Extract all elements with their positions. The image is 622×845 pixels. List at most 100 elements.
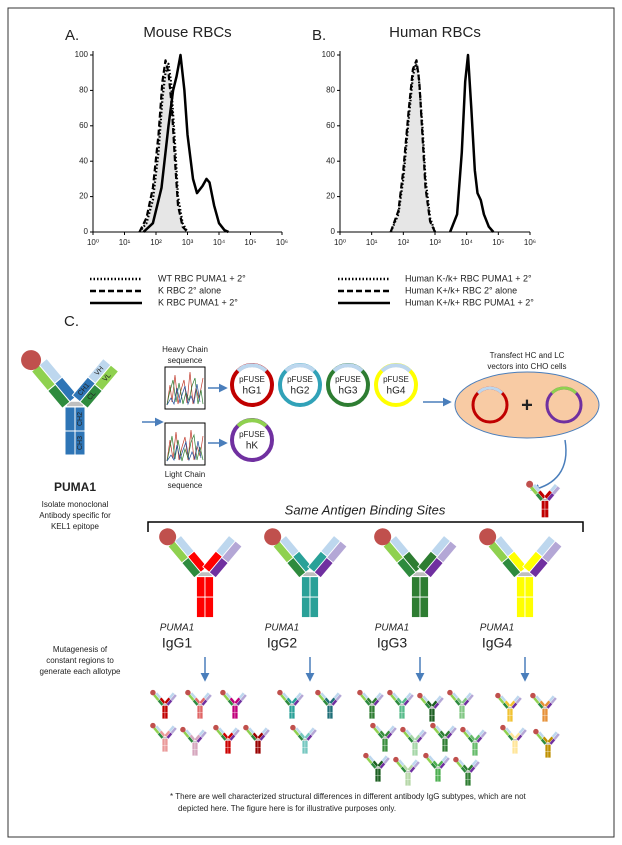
mutagenesis-text: constant regions to <box>46 656 114 665</box>
plasmid-name: pFUSE <box>335 375 361 384</box>
heavy-fc <box>542 708 546 716</box>
domain-label: CH3 <box>77 436 84 450</box>
light-var <box>473 760 481 769</box>
arm <box>291 692 305 707</box>
heavy-fc <box>507 715 511 722</box>
hinge <box>375 767 381 769</box>
heavy-fc <box>509 715 513 722</box>
hinge <box>197 704 203 706</box>
antibody <box>500 724 528 754</box>
x-tick-label: 10² <box>398 238 410 247</box>
heavy-fc <box>544 508 549 518</box>
heavy-fc <box>225 740 229 748</box>
heavy-fc <box>444 738 448 746</box>
histogram-line <box>389 59 436 233</box>
heavy-fc <box>197 712 201 719</box>
heavy-fc <box>405 779 409 786</box>
histogram-line <box>142 53 230 234</box>
antibody-name: PUMA1 <box>54 480 96 494</box>
heavy-fc <box>429 715 433 722</box>
antigen <box>430 722 436 729</box>
light-var <box>263 728 271 737</box>
hinge <box>405 771 411 773</box>
antibody <box>447 689 475 719</box>
hinge <box>289 704 295 706</box>
light-var <box>390 726 398 735</box>
legend-label: K RBC 2° alone <box>158 285 221 295</box>
footnote: * There are well characterized structura… <box>170 792 527 801</box>
arm <box>460 726 476 744</box>
heavy-fc <box>547 751 551 758</box>
arm <box>522 534 563 579</box>
plasmid-insert <box>284 363 316 373</box>
plasmid-name: pFUSE <box>287 375 313 384</box>
light-var <box>200 730 208 739</box>
heavy-fc <box>541 508 546 518</box>
antibody <box>400 726 428 756</box>
antigen <box>393 756 399 763</box>
heavy-fc <box>232 712 236 719</box>
heavy-fc <box>375 775 379 782</box>
heavy-fc <box>234 705 238 713</box>
heavy-fc <box>411 576 421 598</box>
mutagenesis-text: Mutagenesis of <box>53 645 108 654</box>
heavy-fc <box>371 712 375 719</box>
x-tick-label: 10¹ <box>119 238 131 247</box>
area <box>139 60 188 232</box>
antigen <box>357 689 363 696</box>
heavy-fc <box>442 745 446 752</box>
light-var <box>205 693 213 702</box>
heavy-fc <box>412 742 416 750</box>
hinge <box>545 743 551 745</box>
antibody <box>370 722 398 752</box>
heavy-fc <box>327 705 331 713</box>
domain-label: CL <box>86 390 97 401</box>
heavy-fc <box>544 715 548 722</box>
arm <box>407 759 421 774</box>
arm <box>417 534 458 579</box>
antibody <box>159 528 243 618</box>
heavy-fc <box>64 406 76 432</box>
antigen <box>159 528 177 546</box>
arm <box>461 692 475 707</box>
light-var <box>93 364 120 392</box>
heavy-fc <box>544 500 549 510</box>
arm <box>220 689 236 707</box>
antigen <box>453 756 459 763</box>
heavy-fc <box>467 772 471 780</box>
arm <box>150 689 166 707</box>
antigen <box>150 722 156 729</box>
x-tick-label: 10⁴ <box>213 238 226 247</box>
antibody <box>213 724 241 754</box>
x-tick-label: 10³ <box>182 238 194 247</box>
heavy-fc <box>192 749 196 756</box>
histogram-line <box>448 53 495 233</box>
y-tick-label: 20 <box>79 192 88 201</box>
heavy-fc <box>399 712 403 719</box>
x-tick-label: 10⁵ <box>492 238 504 247</box>
heavy-fc <box>474 749 478 756</box>
hinge <box>303 572 317 577</box>
heavy-fc <box>382 745 386 752</box>
antigen <box>363 752 369 759</box>
light-sequence <box>164 422 206 466</box>
heavy-fc <box>255 740 259 748</box>
heavy-fc <box>399 705 403 713</box>
heavy-fc <box>301 576 311 598</box>
arm <box>213 724 229 742</box>
antibody <box>417 692 445 722</box>
arm <box>547 731 561 746</box>
heavy-fc <box>162 705 166 713</box>
light-var <box>436 540 458 564</box>
heavy-fc <box>162 712 166 719</box>
light-var <box>326 540 348 564</box>
heavy-fc <box>419 576 429 598</box>
antigen <box>533 728 539 735</box>
heavy-fc <box>164 712 168 719</box>
heavy-fc <box>411 596 421 618</box>
cho-cell <box>454 371 600 439</box>
arm <box>21 350 79 409</box>
heavy-fc <box>465 779 469 786</box>
arm <box>227 727 241 742</box>
